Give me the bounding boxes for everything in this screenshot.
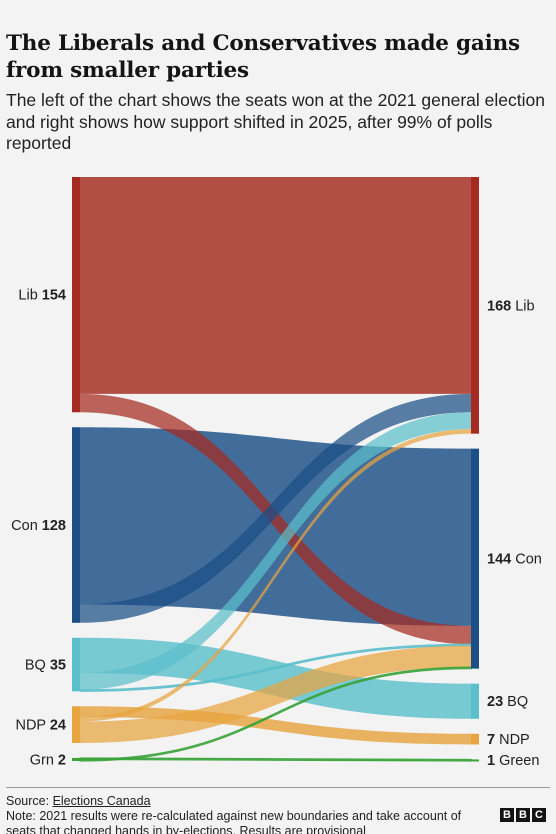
left-label-value: 128 [42, 518, 66, 534]
left-label-name: Con [11, 518, 42, 534]
right-bar-ndp [471, 733, 479, 745]
left-label-name: BQ [25, 658, 50, 674]
left-label-name: Grn [30, 752, 58, 768]
flow-layer [79, 177, 472, 762]
left-label-name: NDP [15, 718, 49, 734]
left-label-ndp: NDP 24 [15, 718, 66, 734]
flow-con-to-lib [80, 393, 471, 623]
right-label-value: 168 [487, 298, 511, 314]
right-label-value: 1 [487, 753, 495, 769]
right-label-name: Con [511, 552, 542, 568]
left-bar-green [72, 757, 80, 761]
logo-letter: B [516, 808, 530, 822]
label-layer: Lib 154 Con 128 BQ 35 NDP 24 Grn 2 168 Lib 144… [11, 288, 542, 770]
right-label-name: BQ [503, 694, 528, 710]
left-label-value: 154 [42, 288, 66, 304]
right-bar-bq [471, 683, 479, 719]
source-line: Source: Elections Canada [6, 794, 151, 808]
left-bar-bq [72, 637, 80, 692]
right-label-bq: 23 BQ [487, 694, 528, 710]
flow-ndp-to-lib [80, 429, 471, 722]
source-label: Source: [6, 794, 53, 808]
flow-lib-to-con [80, 393, 471, 645]
logo-letter: C [532, 808, 546, 822]
right-label-ndp: 7 NDP [487, 732, 530, 748]
logo-letter: B [500, 808, 514, 822]
left-label-name: Lib [18, 288, 41, 304]
right-label-value: 23 [487, 694, 503, 710]
chart-title: The Liberals and Conservatives made gain… [6, 31, 520, 83]
flow-bq-to-lib [80, 412, 471, 690]
node-layer [72, 177, 479, 762]
right-bar-lib [471, 177, 479, 434]
right-label-name: Green [495, 753, 539, 769]
left-label-value: 35 [50, 658, 66, 674]
footnote: Note: 2021 results were re-calculated ag… [6, 809, 462, 834]
flow-lib-to-lib [80, 177, 471, 394]
sankey-chart: Lib 154 Con 128 BQ 35 NDP 24 Grn 2 168 Lib 144… [11, 177, 542, 770]
footer-divider [6, 787, 550, 788]
right-bar-green [471, 759, 479, 762]
flow-ndp-to-con [80, 645, 471, 743]
left-label-bq: BQ 35 [25, 658, 66, 674]
left-label-con: Con 128 [11, 518, 66, 534]
right-label-name: Lib [511, 298, 534, 314]
right-label-con: 144 Con [487, 552, 542, 568]
left-bar-lib [72, 177, 80, 413]
left-label-value: 24 [50, 718, 66, 734]
right-label-green: 1 Green [487, 753, 539, 769]
right-label-name: NDP [495, 732, 530, 748]
bbc-logo: B B C [500, 808, 546, 822]
left-label-lib: Lib 154 [18, 288, 66, 304]
chart-subtitle: The left of the chart shows the seats wo… [6, 90, 545, 153]
right-label-value: 144 [487, 552, 511, 568]
left-label-value: 2 [58, 752, 66, 768]
right-label-value: 7 [487, 732, 495, 748]
left-label-green: Grn 2 [30, 752, 66, 768]
source-link[interactable]: Elections Canada [52, 794, 151, 808]
right-bar-con [471, 448, 479, 669]
left-bar-ndp [72, 706, 80, 743]
right-label-lib: 168 Lib [487, 298, 535, 314]
flow-green-to-green [79, 757, 472, 762]
left-bar-con [72, 427, 80, 623]
